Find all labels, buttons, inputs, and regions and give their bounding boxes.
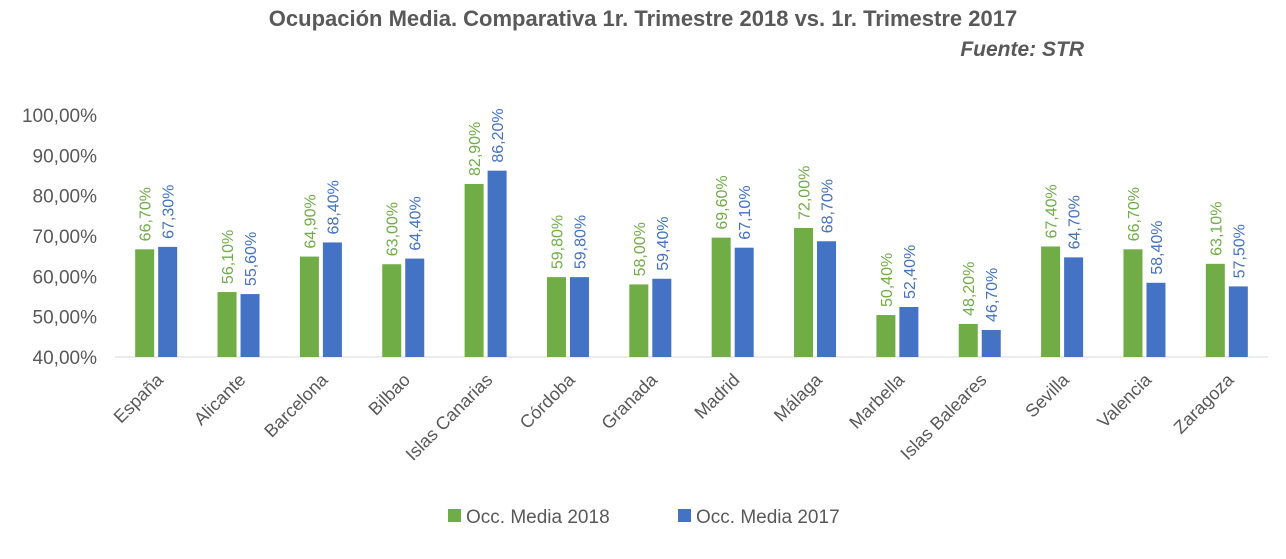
legend-label: Occ. Media 2017: [696, 507, 840, 528]
y-tick-label: 40,00%: [33, 348, 98, 369]
data-label: 68,70%: [820, 179, 837, 233]
bar-2017: [240, 294, 260, 357]
data-label: 67,40%: [1044, 184, 1061, 238]
bar-2017: [1146, 282, 1166, 357]
bar-2018: [382, 264, 402, 357]
data-label: 68,40%: [325, 180, 342, 234]
bar-2017: [1064, 257, 1084, 357]
category-label: Granada: [597, 369, 661, 433]
category-label: Valencia: [1093, 369, 1156, 432]
category-label: Córdoba: [516, 369, 580, 433]
y-tick-label: 50,00%: [33, 308, 98, 329]
chart-title: Ocupación Media. Comparativa 1r. Trimest…: [268, 6, 1018, 31]
data-label: 64,40%: [408, 196, 425, 250]
legend-label: Occ. Media 2018: [466, 507, 610, 528]
data-label: 50,40%: [879, 253, 896, 307]
data-label: 69,60%: [714, 175, 731, 229]
bar-2017: [734, 247, 754, 357]
data-label: 63,10%: [1208, 202, 1225, 256]
bar-2017: [405, 258, 425, 357]
bar-2018: [711, 237, 731, 357]
category-label: Zaragoza: [1170, 369, 1239, 438]
data-label: 63,00%: [385, 202, 402, 256]
bar-2018: [876, 315, 896, 357]
data-label: 55,60%: [243, 232, 260, 286]
data-label: 67,30%: [161, 185, 178, 239]
data-label: 59,80%: [549, 215, 566, 269]
bar-2017: [569, 277, 589, 357]
chart-subtitle: Fuente: STR: [960, 38, 1084, 61]
legend-swatch: [448, 509, 461, 522]
data-label: 58,40%: [1149, 221, 1166, 275]
y-tick-label: 80,00%: [33, 187, 98, 208]
data-label: 82,90%: [467, 122, 484, 176]
y-tick-label: 100,00%: [22, 106, 97, 127]
y-tick-label: 60,00%: [33, 267, 98, 288]
bar-2017: [158, 246, 178, 357]
bar-2018: [794, 227, 814, 357]
legend-swatch: [678, 509, 691, 522]
data-label: 64,90%: [302, 194, 319, 248]
bar-2018: [299, 256, 319, 357]
category-label: Islas Canarias: [402, 370, 497, 465]
category-label: Marbella: [845, 369, 909, 433]
category-label: Sevilla: [1021, 369, 1073, 421]
data-label: 59,80%: [572, 215, 589, 269]
data-label: 86,20%: [490, 108, 507, 162]
data-label: 58,00%: [632, 222, 649, 276]
bar-2017: [817, 241, 837, 357]
bar-2018: [1123, 249, 1143, 357]
bar-2018: [1205, 263, 1225, 357]
bar-2017: [981, 329, 1001, 357]
bar-2017: [652, 278, 672, 357]
bar-2018: [629, 284, 649, 357]
bar-2017: [899, 306, 919, 357]
bar-2018: [464, 183, 484, 357]
bar-2018: [546, 277, 566, 357]
data-label: 46,70%: [984, 268, 1001, 322]
bar-2017: [322, 242, 342, 357]
bar-2017: [487, 170, 507, 357]
category-label: Alicante: [190, 370, 249, 429]
data-label: 57,50%: [1231, 224, 1248, 278]
data-label: 66,70%: [138, 187, 155, 241]
bar-2018: [135, 249, 155, 357]
category-label: Islas Baleares: [896, 370, 990, 464]
data-label: 72,00%: [797, 166, 814, 220]
data-label: 52,40%: [902, 245, 919, 299]
bar-2018: [1041, 246, 1061, 357]
category-label: Bilbao: [365, 370, 415, 420]
data-label: 59,40%: [655, 216, 672, 270]
data-label: 48,20%: [961, 262, 978, 316]
bar-2017: [1228, 286, 1248, 357]
category-label: España: [110, 369, 168, 427]
bar-2018: [958, 323, 978, 357]
category-label: Málaga: [770, 369, 827, 426]
data-label: 64,70%: [1067, 195, 1084, 249]
category-label: Madrid: [690, 370, 743, 423]
category-label: Barcelona: [260, 369, 332, 441]
bar-2018: [217, 292, 237, 357]
data-label: 67,10%: [737, 185, 754, 239]
y-tick-label: 70,00%: [33, 227, 98, 248]
data-label: 66,70%: [1126, 187, 1143, 241]
data-label: 56,10%: [220, 230, 237, 284]
y-tick-label: 90,00%: [33, 146, 98, 167]
